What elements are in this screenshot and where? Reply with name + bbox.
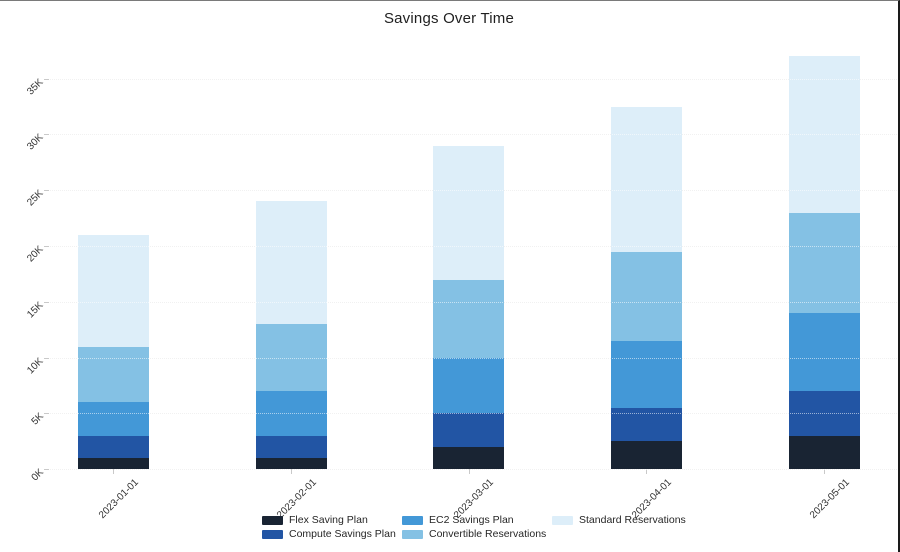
legend-swatch — [402, 529, 423, 539]
legend-label: EC2 Savings Plan — [429, 514, 514, 526]
bar-segment[interactable] — [788, 313, 860, 392]
bar-segment[interactable] — [433, 413, 504, 447]
bar-segment[interactable] — [610, 441, 682, 470]
bar-segment[interactable] — [433, 145, 504, 280]
legend-label: Standard Reservations — [579, 514, 686, 526]
x-axis-tick — [468, 469, 470, 475]
bar-stack-2023-03-01 — [433, 145, 504, 470]
bar-segment[interactable] — [77, 402, 149, 436]
x-axis-tick — [291, 469, 292, 475]
gridline-overlay — [50, 190, 897, 192]
bar-stack-2023-01-01 — [77, 234, 149, 470]
bar-segment[interactable] — [433, 279, 504, 358]
legend-swatch — [552, 515, 573, 525]
bar-segment[interactable] — [255, 391, 327, 436]
y-axis-tick — [44, 190, 49, 192]
bar-segment[interactable] — [77, 435, 149, 459]
chart-title: Savings Over Time — [383, 10, 515, 27]
gridline-overlay — [50, 469, 897, 471]
bar-segment[interactable] — [77, 346, 149, 403]
legend-swatch — [402, 515, 423, 525]
bar-segment[interactable] — [610, 340, 682, 408]
y-axis-tick — [44, 469, 49, 471]
legend-label: Flex Saving Plan — [289, 514, 368, 526]
legend-item-convertible-reservations[interactable]: Convertible Reservations — [402, 527, 546, 541]
bar-segment[interactable] — [255, 435, 327, 459]
bar-segment[interactable] — [610, 106, 682, 252]
y-axis-tick — [44, 134, 49, 136]
gridline-overlay — [50, 246, 897, 248]
legend-column: EC2 Savings Plan Convertible Reservations — [402, 513, 546, 541]
gridline-overlay — [50, 357, 897, 359]
legend-item-ec2-savings-plan[interactable]: EC2 Savings Plan — [402, 513, 546, 527]
bar-segment[interactable] — [77, 458, 149, 470]
y-axis-tick — [44, 413, 49, 415]
legend-column: Flex Saving Plan Compute Savings Plan — [262, 513, 396, 541]
bar-segment[interactable] — [433, 446, 504, 470]
bar-segment[interactable] — [255, 458, 327, 470]
bar-segment[interactable] — [77, 234, 149, 347]
gridline-overlay — [50, 134, 897, 136]
legend-item-flex-saving-plan[interactable]: Flex Saving Plan — [262, 513, 396, 527]
legend-item-standard-reservations[interactable]: Standard Reservations — [552, 513, 686, 527]
bar-segment[interactable] — [433, 357, 504, 414]
y-axis-tick-label: 25K — [25, 188, 46, 209]
y-axis-tick — [44, 246, 49, 248]
y-axis-tick-label: 20K — [25, 244, 46, 265]
x-axis-tick — [824, 469, 825, 475]
x-axis-tick — [113, 469, 114, 475]
y-axis-tick-label: 15K — [25, 299, 46, 321]
bar-segment[interactable] — [255, 201, 327, 325]
bar-segment[interactable] — [610, 251, 682, 341]
bar-stack-2023-02-01 — [255, 201, 327, 470]
y-axis-tick-label: 35K — [25, 76, 46, 97]
legend: Flex Saving Plan Compute Savings Plan EC2 … — [0, 513, 898, 547]
y-axis-tick-label: 10K — [25, 355, 46, 377]
bar-stack-2023-05-01 — [788, 56, 860, 470]
gridline-overlay — [50, 301, 897, 303]
bar-segment[interactable] — [788, 212, 860, 313]
x-axis-tick — [646, 469, 647, 475]
legend-column: Standard Reservations — [552, 513, 686, 527]
gridline-overlay — [50, 78, 897, 80]
legend-item-compute-savings-plan[interactable]: Compute Savings Plan — [262, 527, 396, 541]
y-axis-tick-label: 30K — [25, 132, 46, 153]
bar-segment[interactable] — [788, 435, 860, 470]
legend-swatch — [262, 529, 283, 539]
bar-stack-2023-04-01 — [610, 106, 682, 470]
legend-label: Convertible Reservations — [429, 528, 547, 540]
legend-label: Compute Savings Plan — [289, 528, 396, 540]
legend-swatch — [262, 515, 283, 525]
y-axis-tick — [44, 357, 49, 359]
bar-segment[interactable] — [788, 391, 860, 436]
y-axis-tick — [44, 301, 49, 303]
gridline-overlay — [50, 413, 897, 415]
y-axis-tick — [44, 78, 49, 80]
